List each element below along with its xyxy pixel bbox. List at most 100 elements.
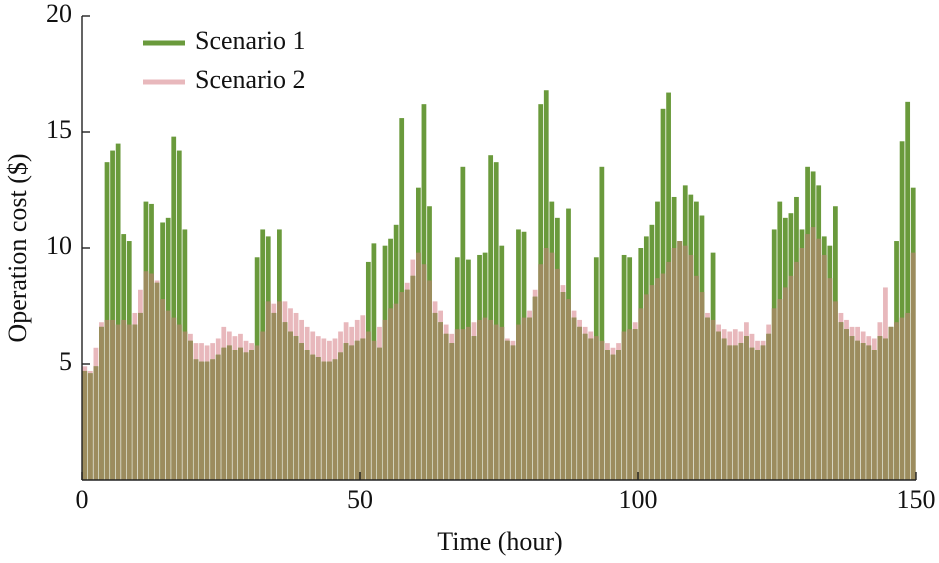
bar <box>493 162 499 480</box>
bar-overlap <box>321 361 327 480</box>
bar-overlap <box>871 350 877 480</box>
bar-overlap <box>82 370 88 480</box>
bar-overlap <box>343 343 349 480</box>
bar-overlap <box>571 317 577 480</box>
bar-overlap <box>732 345 738 480</box>
bar-overlap <box>816 238 822 480</box>
bar-overlap <box>360 338 366 480</box>
bar-overlap <box>655 278 660 480</box>
bar-overlap <box>744 336 749 480</box>
bar-overlap <box>299 343 304 480</box>
x-tick-label: 150 <box>897 485 936 514</box>
bar-overlap <box>271 312 277 480</box>
bar-overlap <box>204 361 210 480</box>
bar-overlap <box>460 329 466 480</box>
bar-overlap <box>477 319 482 480</box>
bar-overlap <box>510 345 516 480</box>
bar-overlap <box>382 319 388 480</box>
bar-overlap <box>454 329 460 480</box>
x-axis-label: Time (hour) <box>437 527 562 556</box>
bar-overlap <box>471 336 477 480</box>
bar-overlap <box>132 324 138 480</box>
bar-overlap <box>727 345 733 480</box>
bar-overlap <box>643 294 649 480</box>
bar-overlap <box>304 350 310 480</box>
bar-overlap <box>110 319 115 480</box>
bar-overlap <box>705 317 710 480</box>
bar-overlap <box>566 299 571 480</box>
y-tick-label: 10 <box>46 231 72 260</box>
bar-overlap <box>516 324 521 480</box>
bar-overlap <box>154 282 160 480</box>
bar <box>110 150 115 480</box>
bar-overlap <box>632 329 638 480</box>
bar-overlap <box>499 326 505 480</box>
bar-overlap <box>532 296 538 480</box>
bar-overlap <box>277 301 282 480</box>
bar-overlap <box>393 303 399 480</box>
bar-overlap <box>810 227 816 480</box>
bar-overlap <box>616 350 621 480</box>
bar-overlap <box>138 312 143 480</box>
y-tick-label: 15 <box>46 115 72 144</box>
bar-overlap <box>260 331 266 480</box>
bar-overlap <box>760 345 766 480</box>
bar-overlap <box>215 354 221 480</box>
bar-overlap <box>593 336 599 480</box>
bar-overlap <box>265 301 271 480</box>
bar-overlap <box>844 329 849 480</box>
bar-overlap <box>710 319 716 480</box>
x-tick-label: 100 <box>619 485 658 514</box>
bar-overlap <box>160 299 165 480</box>
x-tick-label: 50 <box>347 485 373 514</box>
y-axis-label: Operation cost ($) <box>3 153 32 342</box>
bar-overlap <box>677 241 683 480</box>
bar-overlap <box>149 273 154 480</box>
bar-overlap <box>221 347 227 480</box>
bar-overlap <box>821 254 827 480</box>
bar-overlap <box>582 333 588 480</box>
bar-overlap <box>766 333 772 480</box>
bar-overlap <box>199 361 204 480</box>
bar-overlap <box>605 350 610 480</box>
y-tick-label: 5 <box>59 347 72 376</box>
bar <box>171 136 177 480</box>
bar-overlap <box>188 340 193 480</box>
bar-overlap <box>182 331 188 480</box>
bar-overlap <box>432 312 438 480</box>
bar-overlap <box>238 347 243 480</box>
bar-overlap <box>332 359 338 480</box>
bar-overlap <box>699 292 705 480</box>
bar-overlap <box>288 331 293 480</box>
bar-overlap <box>226 345 232 480</box>
bar-overlap <box>466 326 471 480</box>
bar-overlap <box>99 326 104 480</box>
bar-overlap <box>827 278 833 480</box>
legend-label: Scenario 2 <box>195 65 305 94</box>
bar <box>115 143 121 480</box>
y-tick-label: 20 <box>46 0 72 28</box>
bar-overlap <box>421 264 427 480</box>
bar-overlap <box>249 350 254 480</box>
bar-overlap <box>171 317 177 480</box>
bar-overlap <box>894 322 899 480</box>
bar-overlap <box>443 333 449 480</box>
bar-overlap <box>254 345 260 480</box>
bar-overlap <box>794 261 799 480</box>
bar-overlap <box>799 248 805 480</box>
bar-overlap <box>782 287 788 480</box>
bar-overlap <box>543 248 549 480</box>
bar-overlap <box>621 331 627 480</box>
bar-overlap <box>377 347 382 480</box>
bar-overlap <box>555 268 560 480</box>
bar-overlap <box>399 292 405 480</box>
bar-overlap <box>87 373 93 480</box>
bar-overlap <box>176 324 182 480</box>
bar-overlap <box>310 354 316 480</box>
bar-overlap <box>488 319 494 480</box>
bar-overlap <box>649 285 655 480</box>
bar-overlap <box>716 331 721 480</box>
bar-overlap <box>493 324 499 480</box>
bar-overlap <box>660 273 666 480</box>
bars <box>82 90 916 481</box>
